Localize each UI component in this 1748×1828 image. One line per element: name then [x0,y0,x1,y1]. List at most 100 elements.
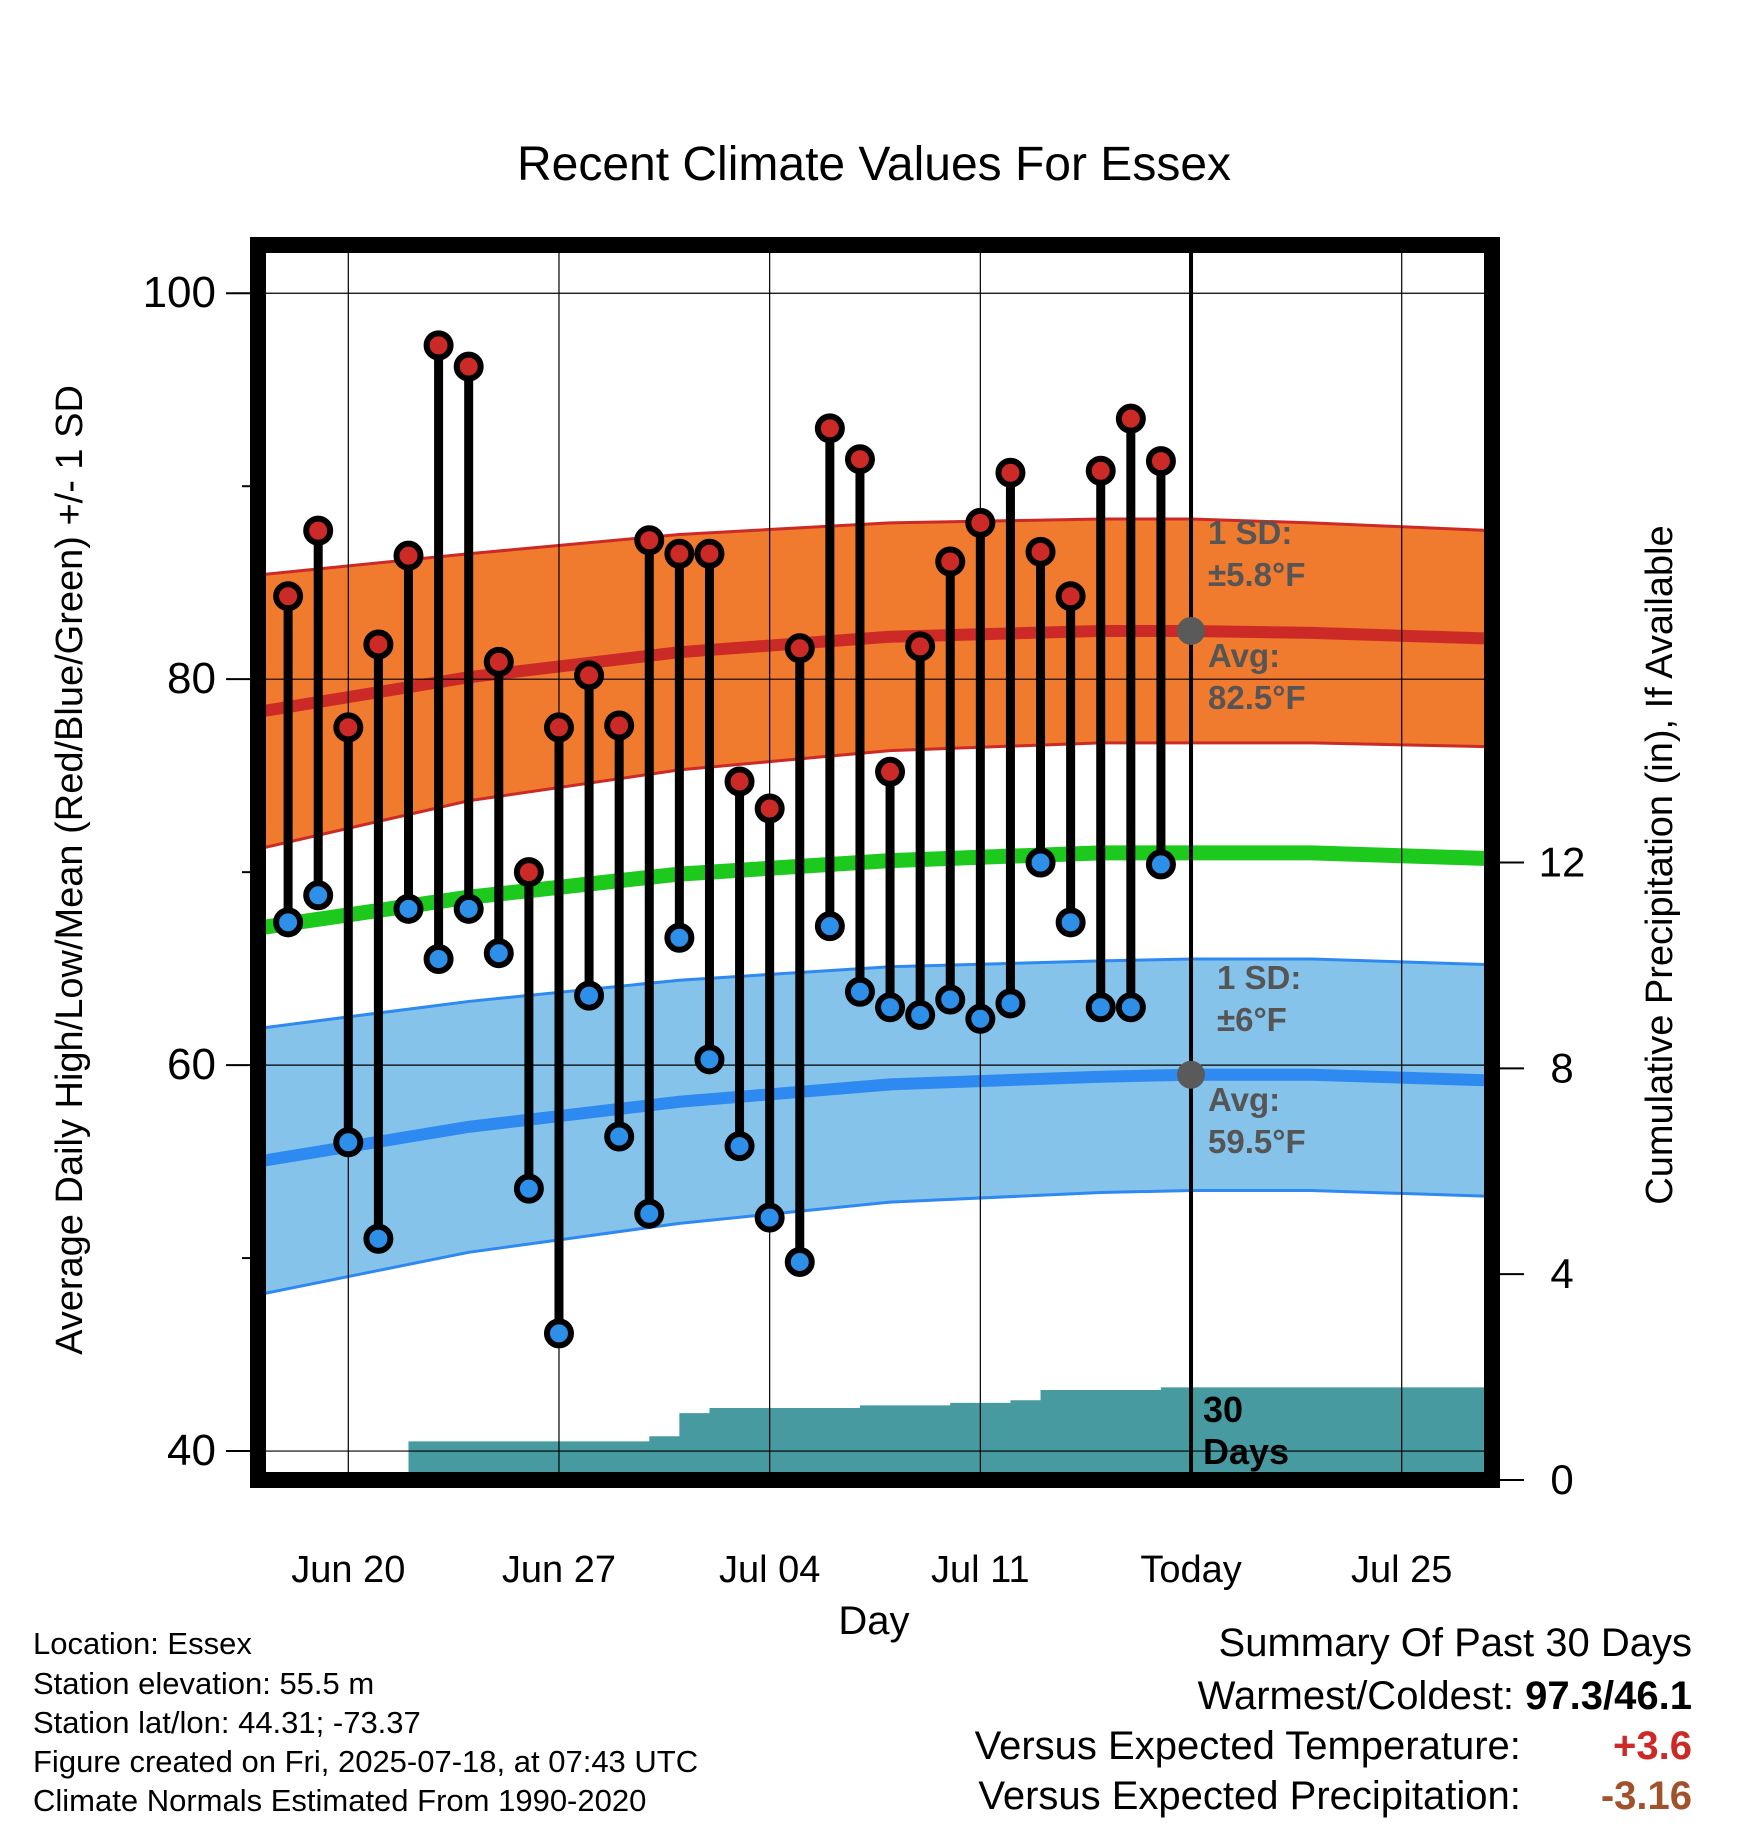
daily-high-point-27 [1085,455,1116,486]
summary-temperature: Versus Expected Temperature: +3.6 [975,1724,1692,1769]
daily-high-point-16 [754,793,785,824]
warmest-value: 97.3/46.1 [1525,1674,1692,1718]
low-avg-value: 59.5°F [1208,1123,1306,1160]
daily-high-point-28 [1115,403,1146,434]
temp-value: +3.6 [1613,1724,1692,1768]
normal-mean-line [258,845,1492,936]
daily-high-point-8 [513,857,544,888]
x-tick-label-3: Jul 11 [931,1549,1030,1591]
daily-high-point-0 [273,581,304,612]
daily-low-point-12 [634,1198,665,1229]
created-text: Figure created on Fri, 2025-07-18, at 07… [33,1744,699,1779]
daily-high-point-26 [1055,581,1086,612]
daily-low-point-1 [303,880,334,911]
elevation-text: Station elevation: 55.5 m [33,1666,375,1701]
precip-value: -3.16 [1600,1774,1692,1818]
low-avg-label: Avg: [1208,1081,1280,1118]
daily-high-point-6 [453,351,484,382]
x-axis-label: Day [838,1599,909,1643]
high-avg-value: 82.5°F [1208,679,1306,716]
daily-low-point-6 [453,893,484,924]
daily-low-point-28 [1115,992,1146,1023]
high-sd-band [258,519,1492,849]
daily-low-point-13 [664,922,695,953]
daily-high-point-18 [814,413,845,444]
y-tick-label-2: 80 [167,654,216,703]
high-sd-label: 1 SD: [1208,514,1292,551]
high-sd-value: ±5.8°F [1208,556,1305,593]
daily-low-point-25 [1025,847,1056,878]
y-tick-label-3: 100 [143,268,216,317]
precip-label: Versus Expected Precipitation: [978,1774,1521,1818]
daily-low-point-8 [513,1173,544,1204]
daily-low-point-20 [875,992,906,1023]
low-sd-band [258,958,1492,1295]
daily-high-point-19 [844,444,875,475]
daily-low-point-3 [363,1223,394,1254]
latlon-text: Station lat/lon: 44.31; -73.37 [33,1705,421,1740]
high-sd-band-upper-edge [258,517,1492,577]
daily-low-point-11 [604,1121,635,1152]
daily-low-point-29 [1145,849,1176,880]
daily-low-point-26 [1055,907,1086,938]
today-low-normal-point [1177,1060,1206,1089]
daily-high-point-9 [543,712,574,743]
daily-high-point-23 [965,507,996,538]
daily-low-point-10 [574,980,605,1011]
daily-low-point-21 [905,999,936,1030]
low-sd-band-upper-edge [258,957,1492,1030]
daily-high-point-12 [634,525,665,556]
low-sd-label: 1 SD: [1217,959,1301,996]
y2-axis-label: Cumulative Precipitation (in), If Availa… [1639,525,1681,1204]
days-label: Days [1203,1431,1289,1472]
summary-precipitation: Versus Expected Precipitation: -3.16 [978,1774,1692,1819]
daily-high-point-20 [875,756,906,787]
daily-low-point-18 [814,911,845,942]
chart-title: Recent Climate Values For Essex [517,138,1231,191]
temp-label: Versus Expected Temperature: [974,1724,1521,1768]
precipitation-area [258,1384,1492,1480]
y2-tick-label-0: 0 [1550,1456,1573,1503]
daily-low-point-2 [333,1127,364,1158]
daily-high-point-24 [995,457,1026,488]
daily-low-point-23 [965,1003,996,1034]
low-sd-value: ±6°F [1217,1001,1287,1038]
daily-low-point-5 [423,943,454,974]
y2-tick-label-1: 4 [1550,1250,1573,1297]
x-tick-label-1: Jun 27 [502,1549,616,1591]
daily-low-point-15 [724,1131,755,1162]
y-tick-label-0: 40 [167,1426,216,1475]
daily-high-point-13 [664,538,695,569]
daily-high-point-3 [363,629,394,660]
today-high-normal-point [1177,616,1206,645]
normal-low-line [258,1068,1492,1168]
daily-low-point-17 [784,1246,815,1277]
low-sd-band-lower-edge [258,1189,1492,1297]
x-tick-label-0: Jun 20 [291,1549,405,1591]
summary-title: Summary Of Past 30 Days [1218,1621,1692,1665]
daily-high-point-22 [935,546,966,577]
daily-low-point-14 [694,1044,725,1075]
x-tick-label-4: Today [1140,1549,1241,1591]
daily-high-point-4 [393,540,424,571]
daily-high-point-15 [724,766,755,797]
daily-low-point-19 [844,976,875,1007]
plot-area [258,245,1492,1480]
daily-high-point-2 [333,712,364,743]
daily-high-point-1 [303,515,334,546]
daily-high-point-17 [784,633,815,664]
warmest-label: Warmest/Coldest: [1197,1674,1515,1718]
daily-high-point-11 [604,710,635,741]
normals-text: Climate Normals Estimated From 1990-2020 [33,1783,647,1818]
daily-high-point-5 [423,330,454,361]
location-text: Location: Essex [33,1626,252,1661]
daily-low-point-7 [483,938,514,969]
y2-tick-label-3: 12 [1539,839,1586,886]
y-axis-label: Average Daily High/Low/Mean (Red/Blue/Gr… [49,385,91,1355]
daily-high-point-10 [574,660,605,691]
high-avg-label: Avg: [1208,637,1280,674]
high-sd-band-lower-edge [258,741,1492,851]
daily-high-point-25 [1025,536,1056,567]
daily-low-point-22 [935,984,966,1015]
